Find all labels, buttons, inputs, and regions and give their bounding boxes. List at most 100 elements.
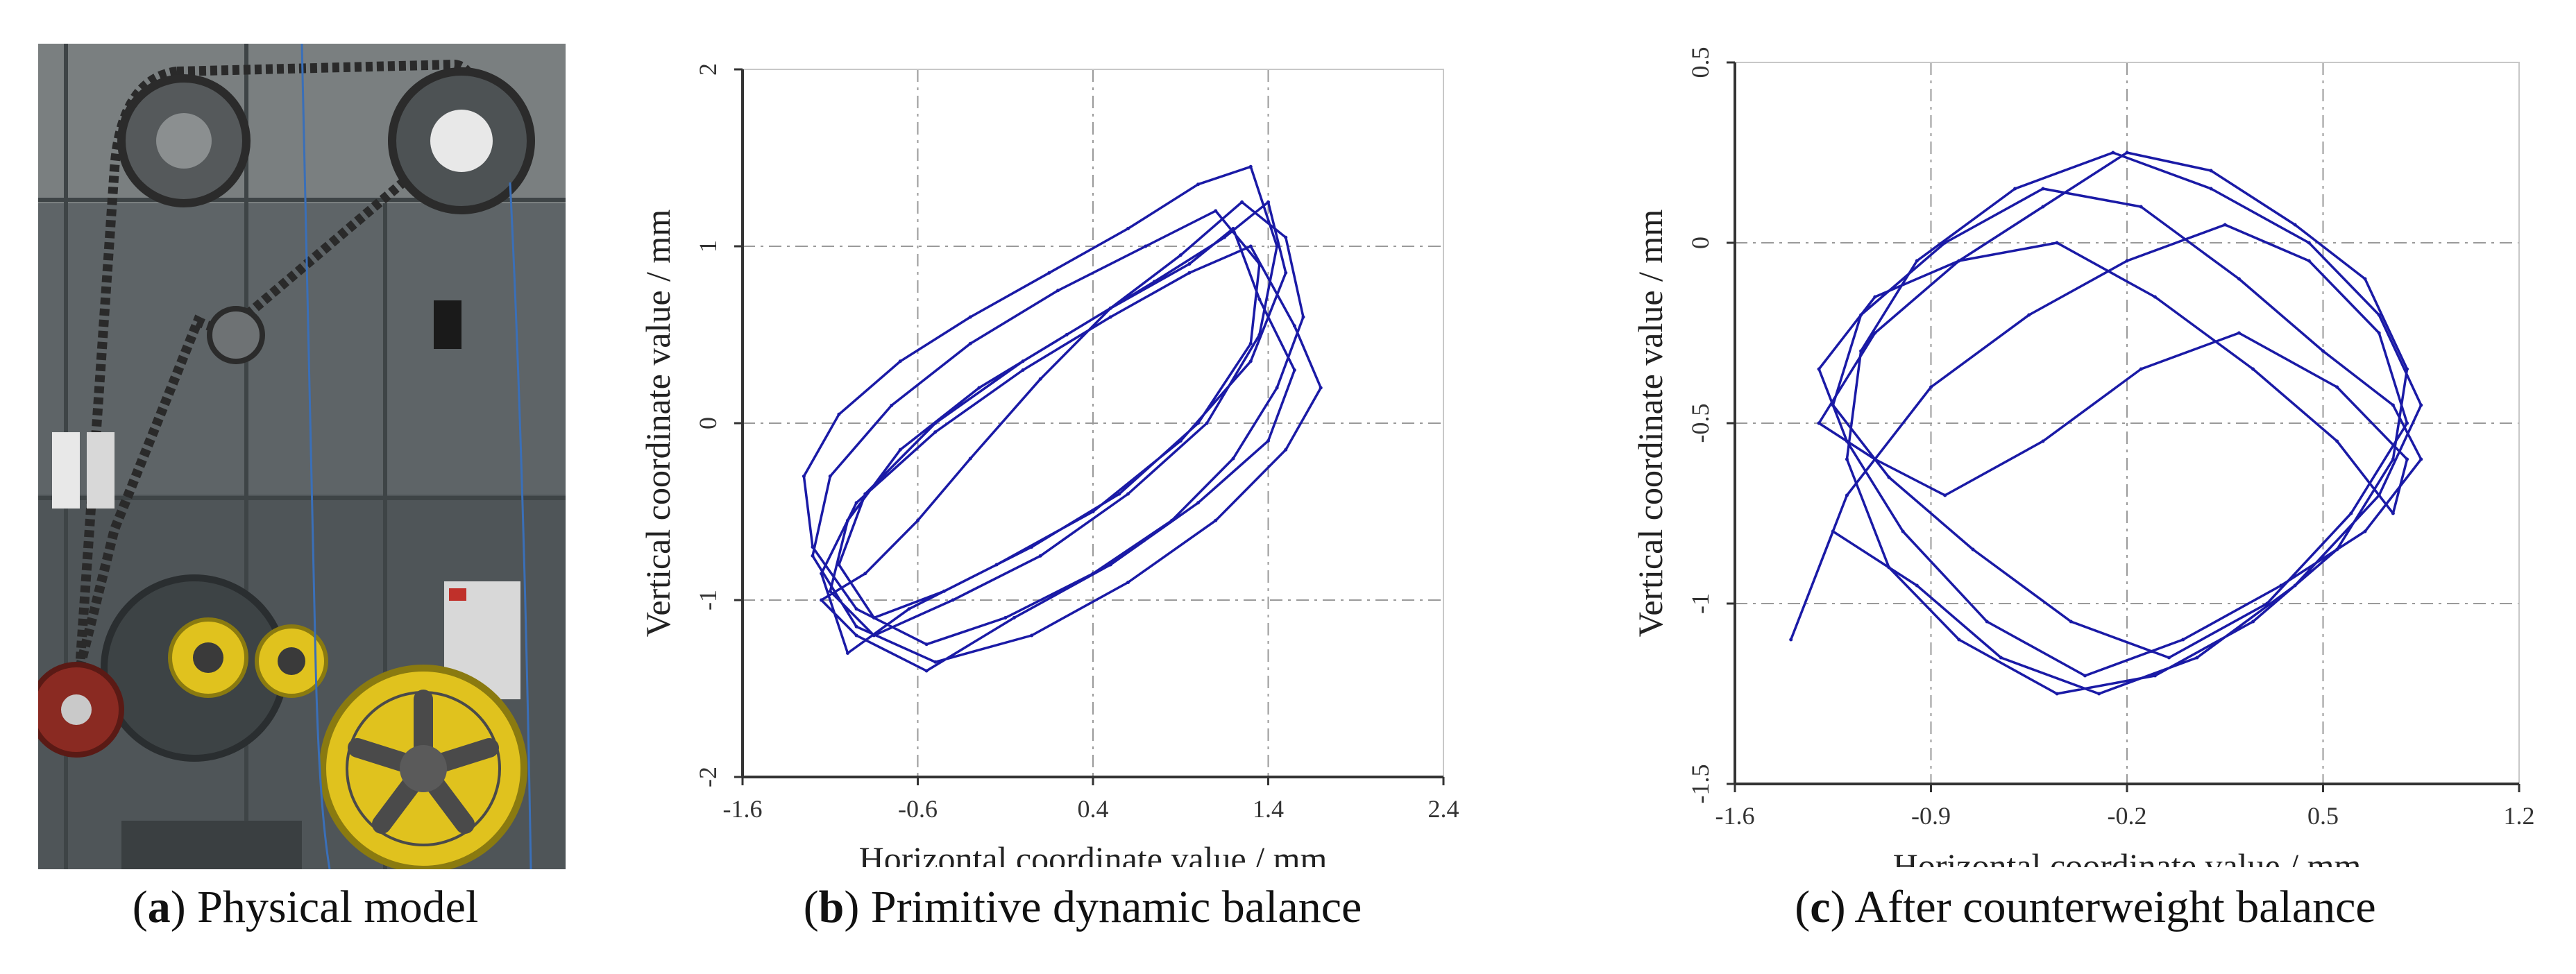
chart-c-trajectory-point-15 <box>1887 565 1891 570</box>
chart-b-trajectory-point-73 <box>1117 492 1121 496</box>
chart-c-trajectory-point-22 <box>2307 241 2311 245</box>
chart-b-trajectory-point-36 <box>977 386 981 390</box>
chart-b-trajectory-point-70 <box>1257 262 1262 266</box>
chart-b-trajectory-point-66 <box>968 341 972 345</box>
chart-b-trajectory-point-85 <box>1292 368 1296 372</box>
chart-b-trajectory-point-58 <box>1214 518 1218 522</box>
side-bracket <box>52 432 80 509</box>
chart-b-trajectory-point-88 <box>1108 563 1112 567</box>
chart-b-trajectory-point-82 <box>1187 262 1192 266</box>
chart-c-trajectory-point-19 <box>2013 187 2017 191</box>
chart-b-trajectory-point-79 <box>933 421 938 425</box>
machine-illustration <box>28 43 566 873</box>
top-right-sprocket <box>388 67 535 214</box>
chart-b-trajectory-point-57 <box>1284 447 1288 452</box>
chart-b-ytick-label-4: 2 <box>694 63 722 76</box>
chart-b-trajectory-point-76 <box>872 616 876 620</box>
chart-c-trajectory-point-41 <box>2349 511 2353 515</box>
chart-c-xtick-label-0: -1.6 <box>1715 802 1755 830</box>
chart-c-trajectory-point-17 <box>1859 349 1863 353</box>
chart-b-trajectory-point-11 <box>1231 456 1235 461</box>
chart-b-trajectory-point-42 <box>1248 359 1253 364</box>
chart-after-counterweight-balance: -1.6 -0.9 -0.2 0.5 1.2 -1.5 -1 -0.5 0 0.5 Horizont… <box>1582 35 2575 886</box>
chart-c-trajectory-point-21 <box>2209 187 2213 191</box>
chart-b-trajectory-point-91 <box>854 633 858 638</box>
chart-b-trajectory-point-18 <box>802 475 806 478</box>
caption-a-letter: a <box>147 882 171 932</box>
chart-c-trajectory-point-78 <box>1817 421 1821 425</box>
chart-c-ytick-label-0: -1.5 <box>1686 764 1714 804</box>
chart-c-trajectory-point-57 <box>2279 583 2283 588</box>
chart-c-trajectory-point-20 <box>2111 151 2115 155</box>
chart-c-trajectory-point-73 <box>2237 331 2241 335</box>
chart-b-trajectory-point-17 <box>811 545 815 549</box>
chart-c-trajectory-point-1 <box>1873 331 1877 335</box>
chart-c-trajectory-point-49 <box>1943 241 1947 245</box>
chart-b-trajectory-series-0 <box>802 165 1323 672</box>
chart-c-trajectory-point-71 <box>2405 457 2409 461</box>
chart-c-trajectory-point-28 <box>2097 692 2101 696</box>
chart-c-trajectory-point-63 <box>1817 367 1821 371</box>
chart-c-trajectory-point-33 <box>1845 493 1849 497</box>
chart-b-trajectory-point-60 <box>1030 633 1034 638</box>
chart-b-xtick-label-4: 2.4 <box>1428 795 1459 823</box>
chart-b-trajectory-point-13 <box>1091 572 1095 576</box>
chart-c-trajectory-point-69 <box>2335 439 2339 443</box>
chart-b-trajectory-point-10 <box>1275 386 1279 390</box>
chart-b-trajectory-point-86 <box>1266 439 1270 443</box>
chart-b-trajectory-point-38 <box>1152 280 1156 284</box>
chart-b-xtick-label-1: -0.6 <box>898 795 938 823</box>
chart-c-ytick-label-3: 0 <box>1686 237 1714 249</box>
chart-c-trajectory-point-12 <box>2153 674 2157 678</box>
chart-b-trajectory-point-53 <box>1187 271 1192 275</box>
top-left-sprocket <box>117 74 251 207</box>
chart-c-trajectory-point-7 <box>2363 277 2367 281</box>
caption-c-text: After counterweight balance <box>1854 882 2376 932</box>
chart-b-trajectory-point-87 <box>1196 501 1200 505</box>
chart-b-trajectory-point-69 <box>1214 209 1218 213</box>
chart-b-trajectory-point-27 <box>1257 333 1262 336</box>
chart-b-trajectory-point-12 <box>1170 518 1174 522</box>
chart-c-trajectory-point-16 <box>1845 457 1849 461</box>
chart-b-trajectory-point-52 <box>1108 315 1112 319</box>
chart-c-trajectory-point-75 <box>2041 439 2045 443</box>
chart-c-trajectory-point-29 <box>1999 656 2003 660</box>
caption-c: (c) After counterweight balance <box>1795 882 2376 932</box>
chart-c-trajectory-point-6 <box>2293 223 2297 227</box>
chart-b-trajectory-point-14 <box>1003 616 1008 620</box>
chart-c-trajectory-point-52 <box>2237 277 2241 281</box>
chart-b-trajectory-point-43 <box>1178 439 1183 443</box>
middle-housing <box>38 203 566 495</box>
caption-c-letter: c <box>1810 882 1831 932</box>
caption-b-letter: b <box>818 882 845 932</box>
chart-c-trajectory-point-74 <box>2139 367 2143 371</box>
chart-b-trajectory-point-83 <box>1231 227 1235 230</box>
chart-c-trajectory-point-60 <box>1985 620 1989 624</box>
chart-c-trajectory-point-76 <box>1943 493 1947 497</box>
chart-c-trajectory-point-39 <box>2377 331 2381 335</box>
chart-c-trajectory-point-3 <box>2041 205 2045 209</box>
chart-b-trajectory-point-89 <box>1012 616 1016 620</box>
chart-b-trajectory-point-19 <box>837 412 841 416</box>
chart-b-trajectory-point-90 <box>924 669 929 673</box>
chart-c-trajectory-point-13 <box>2055 692 2059 696</box>
chart-c-trajectory-point-51 <box>2139 205 2143 209</box>
chart-b-trajectory-point-24 <box>1196 182 1200 187</box>
chart-c-ytick-label-2: -0.5 <box>1686 404 1714 443</box>
chart-c-trajectory-point-67 <box>2153 295 2157 299</box>
chart-b-trajectory-point-41 <box>1284 271 1288 275</box>
chart-b-trajectory-point-72 <box>1196 421 1200 425</box>
idler-sprocket <box>207 306 265 364</box>
chart-c-trajectory-point-47 <box>1831 403 1835 407</box>
chart-c-trajectory-point-9 <box>2391 457 2395 461</box>
chart-c-trajectory-point-53 <box>2321 349 2325 353</box>
chart-b-trajectory-point-68 <box>1144 244 1148 248</box>
chart-b-trajectory-point-62 <box>854 624 858 629</box>
chart-b-xtick-label-0: -1.6 <box>723 795 763 823</box>
chart-b-trajectory-point-63 <box>811 554 815 558</box>
chart-c-trajectory-point-42 <box>2265 601 2269 606</box>
chart-b-trajectory-point-47 <box>846 651 849 655</box>
chart-c-trajectory-point-65 <box>1957 259 1961 263</box>
chart-c-trajectory-point-26 <box>2293 583 2297 588</box>
chart-c-trajectory-point-35 <box>2027 313 2031 317</box>
